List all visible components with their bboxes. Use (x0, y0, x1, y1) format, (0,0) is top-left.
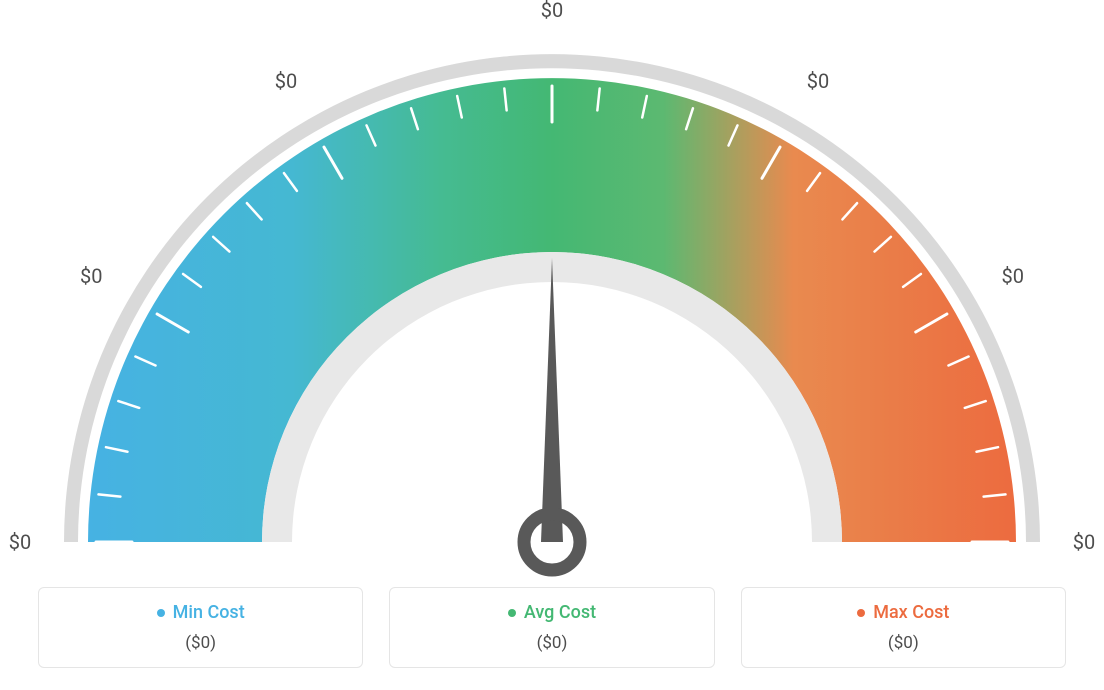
gauge-tick-label: $0 (80, 264, 102, 288)
legend-label: Min Cost (173, 602, 245, 623)
legend-value: ($0) (49, 633, 352, 653)
legend-title-max: Max Cost (857, 602, 949, 623)
dot-icon (857, 609, 865, 617)
gauge-tick-label: $0 (1001, 264, 1023, 288)
legend-label: Avg Cost (524, 602, 596, 623)
legend-title-min: Min Cost (157, 602, 245, 623)
legend-title-avg: Avg Cost (508, 602, 596, 623)
gauge-chart: $0 $0 $0 $0 $0 $0 $0 (0, 0, 1104, 580)
legend-card-min: Min Cost ($0) (38, 587, 363, 669)
gauge-tick-label: $0 (1073, 530, 1095, 554)
gauge-tick-label: $0 (807, 69, 829, 93)
legend-card-max: Max Cost ($0) (741, 587, 1066, 669)
legend-value: ($0) (400, 633, 703, 653)
gauge-svg (0, 0, 1104, 580)
dot-icon (508, 609, 516, 617)
legend-label: Max Cost (873, 602, 949, 623)
legend-value: ($0) (752, 633, 1055, 653)
gauge-tick-label: $0 (9, 530, 31, 554)
gauge-tick-label: $0 (275, 69, 297, 93)
legend-card-avg: Avg Cost ($0) (389, 587, 714, 669)
dot-icon (157, 609, 165, 617)
legend-row: Min Cost ($0) Avg Cost ($0) Max Cost ($0… (38, 587, 1066, 669)
gauge-tick-label: $0 (541, 0, 563, 22)
